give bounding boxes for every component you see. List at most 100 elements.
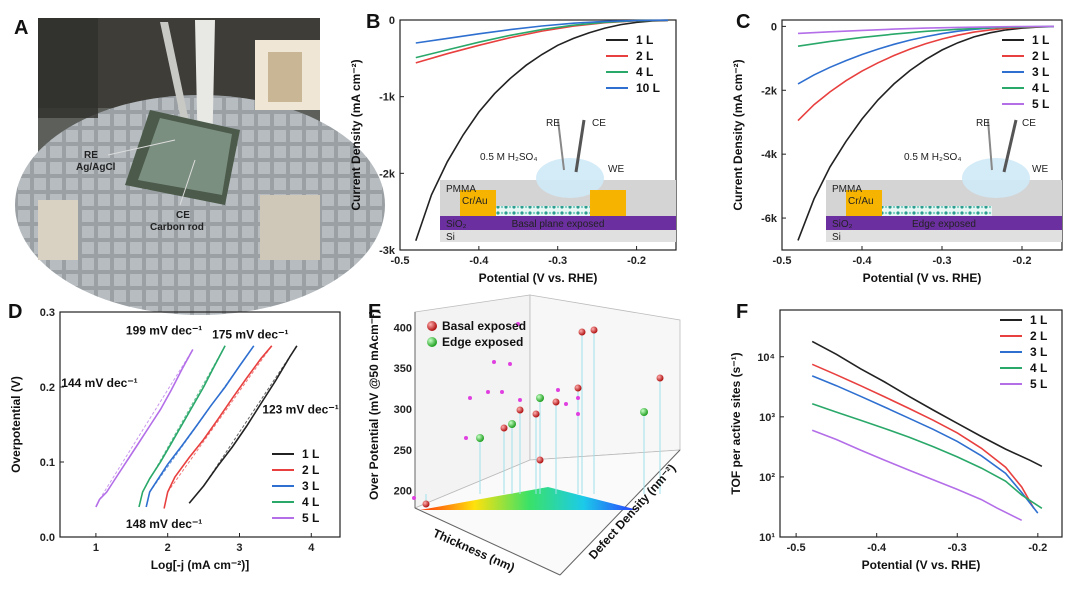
e-basal-point [574, 384, 582, 392]
panel-label-e: E [368, 301, 381, 323]
e-basal-point [422, 500, 430, 508]
x-tick-label: -0.3 [948, 542, 967, 554]
legend-marker-basal [427, 321, 437, 331]
inset-contact-left [460, 190, 496, 216]
inset-mos2-layer [882, 206, 992, 216]
x-tick-label: -0.3 [548, 255, 567, 267]
legend-label: 4 L [636, 65, 653, 79]
legend-label: 5 L [302, 511, 319, 525]
panel-d-frame [59, 311, 341, 538]
inset-re-label: RE [546, 118, 560, 129]
x-tick-label: -0.2 [1028, 542, 1047, 554]
legend-label: 2 L [636, 49, 653, 63]
y-tick-label: 0 [771, 21, 777, 33]
panel-d-legend: 1 L 2 L 3 L 4 L 5 L [272, 447, 319, 525]
inset-re-wire [557, 119, 565, 171]
x-tick-label: 3 [236, 542, 242, 554]
panel-f-ylabel: TOF per active sites (s⁻¹) [729, 352, 743, 494]
series-line-1l [797, 25, 1055, 241]
e-projection-point [508, 362, 512, 366]
panel-d-ylabel: Overpotential (V) [9, 376, 23, 473]
panel-c-frame [781, 19, 1063, 251]
e-basal-point [552, 398, 560, 406]
x-tick-label: -0.4 [469, 255, 489, 267]
e-basal-point [590, 326, 598, 334]
inset-electrolyte-label: 0.5 M H₂SO₄ [904, 152, 961, 163]
panel-c-plot: -0.5 -0.4 -0.3 -0.2 -6k -4k -2k 0 Potential (V v… [731, 19, 1063, 285]
x-tick-label: 1 [93, 542, 99, 554]
legend-label: 3 L [1032, 65, 1049, 79]
inset-oxide-label: SiO₂ [446, 219, 467, 230]
e-projection-point [500, 390, 504, 394]
series-line-5l [95, 349, 194, 508]
series-line-1l [415, 19, 669, 242]
x-tick-label: 2 [165, 542, 171, 554]
inset-caption: Basal plane exposed [512, 219, 605, 230]
x-tick-label: -0.2 [627, 255, 646, 267]
e-y-tick-label: 350 [394, 363, 412, 375]
y-tick-label: -4k [761, 149, 778, 161]
y-tick-label: -2k [761, 85, 778, 97]
legend-label: 3 L [1030, 345, 1047, 359]
inset-ce-rod [1002, 119, 1018, 173]
inset-we-label: WE [608, 164, 624, 175]
inset-contact-label: Cr/Au [848, 196, 874, 207]
inset-droplet [536, 158, 604, 198]
photo-label-ce: CE [176, 210, 190, 221]
inset-pmma-label: PMMA [832, 184, 862, 195]
e-projection-point [464, 436, 468, 440]
legend-label: 5 L [1030, 377, 1047, 391]
panel-label-a: A [14, 17, 28, 39]
slope-annotation: 199 mV dec⁻¹ [126, 324, 202, 338]
e-projection-point [576, 396, 580, 400]
series-line-2l [163, 345, 273, 509]
e-edge-point [508, 420, 516, 428]
inset-ce-label: CE [1022, 118, 1036, 129]
legend-label: 4 L [1032, 81, 1049, 95]
legend-label: 1 L [1030, 313, 1047, 327]
slope-annotation: 175 mV dec⁻¹ [212, 327, 288, 341]
y-tick-label: 0.1 [40, 457, 55, 469]
e-projection-point [518, 398, 522, 402]
inset-we-label: WE [1032, 164, 1048, 175]
photo-label-rod: Carbon rod [150, 222, 204, 233]
panel-label-b: B [366, 11, 380, 33]
series-line-2l [811, 363, 1035, 509]
tafel-fit-line [142, 345, 226, 493]
panel-label-c: C [736, 11, 750, 33]
panel-b-plot: -0.5 -0.4 -0.3 -0.2 -3k -2k -1k 0 Potential (V v… [349, 15, 677, 285]
legend-label: 10 L [636, 81, 660, 95]
y-tick-label: -6k [761, 213, 778, 225]
y-tick-label: -2k [379, 168, 396, 180]
inset-mos2-layer [496, 206, 590, 216]
y-tick-label: 10³ [759, 412, 775, 424]
photo-label-re: RE [84, 150, 98, 161]
inset-contact-right [590, 190, 626, 216]
x-tick-label: -0.5 [773, 255, 792, 267]
legend-label: 1 L [636, 33, 653, 47]
e-edge-point [476, 434, 484, 442]
legend-label: 1 L [302, 447, 319, 461]
legend-basal-exposed: Basal exposed [442, 319, 526, 333]
inset-sio2 [440, 216, 676, 230]
x-tick-label: 4 [308, 542, 315, 554]
e-y-tick-label: 250 [394, 445, 412, 457]
inset-ce-rod [574, 119, 586, 173]
e-projection-point [556, 388, 560, 392]
series-line-1l [811, 340, 1043, 468]
legend-label: 5 L [1032, 97, 1049, 111]
x-tick-label: -0.2 [1013, 255, 1032, 267]
series-line-5l [811, 429, 1023, 522]
y-tick-label: 0 [389, 15, 395, 27]
legend-label: 2 L [1032, 49, 1049, 63]
slope-annotation: 148 mV dec⁻¹ [126, 517, 202, 531]
x-tick-label: -0.3 [933, 255, 952, 267]
e-projection-point [412, 496, 416, 500]
panel-label-f: F [736, 301, 748, 323]
panel-d-plot: 1 2 3 4 0.0 0.1 0.2 0.3 Log[-j (mA cm⁻²)] Overpot… [9, 307, 341, 572]
e-basal-point [516, 406, 524, 414]
e-y-tick-label: 200 [394, 486, 412, 498]
panel-f-xlabel: Potential (V vs. RHE) [862, 558, 981, 572]
inset-contact-left [846, 190, 882, 216]
